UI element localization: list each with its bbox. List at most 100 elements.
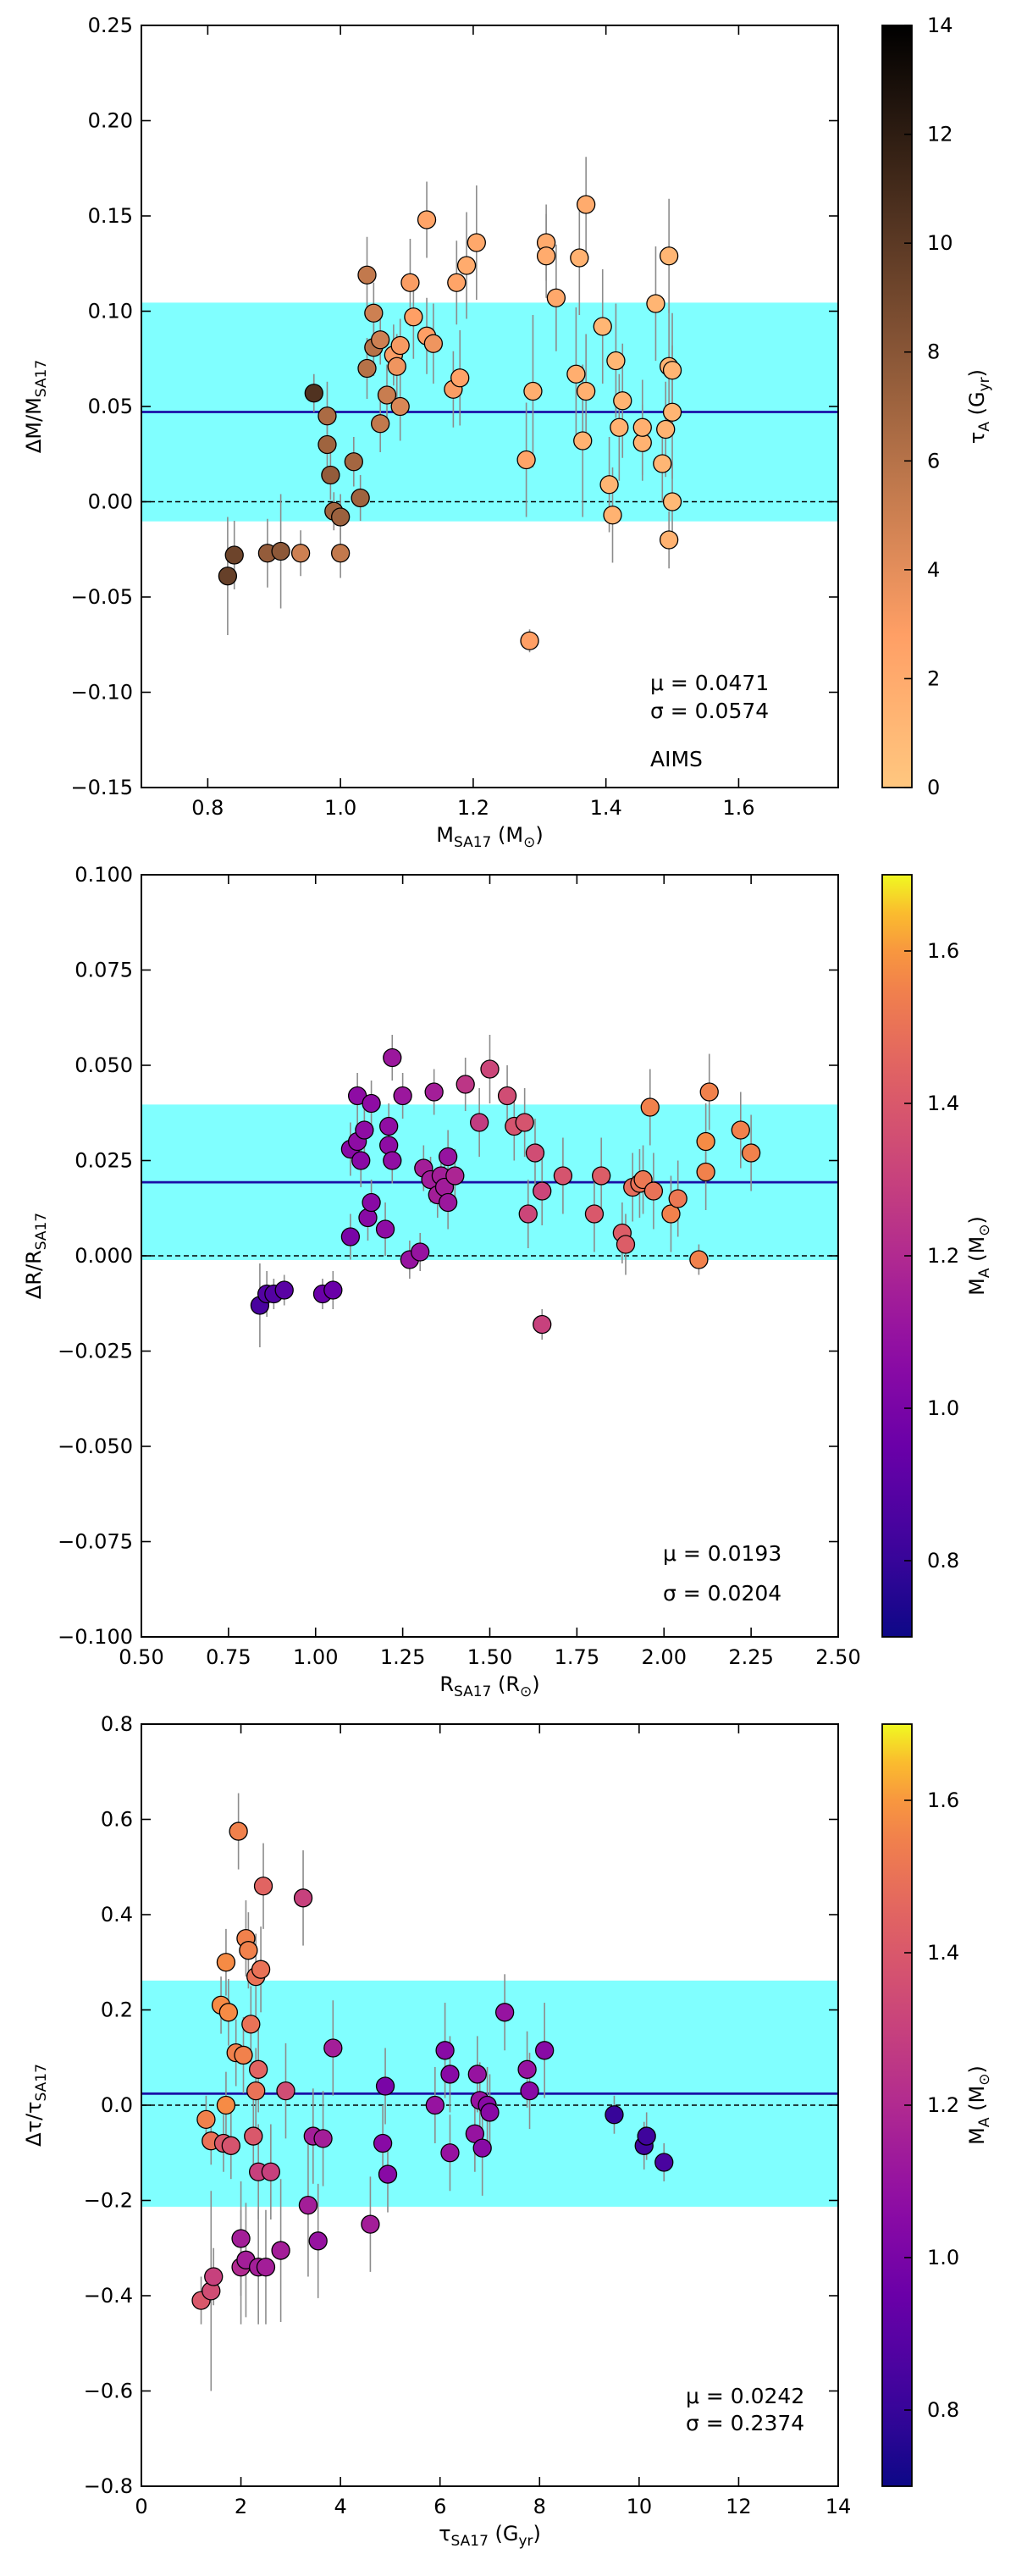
- data-point: [689, 1250, 709, 1269]
- data-point: [362, 1192, 381, 1213]
- data-point: [599, 475, 619, 495]
- label-subscript: A: [976, 2117, 993, 2127]
- label-part: ): [965, 2065, 989, 2073]
- x-tick-label: 6: [433, 2495, 446, 2518]
- data-point: [323, 1280, 343, 1300]
- y-axis-label: ΔM/MSA17: [22, 360, 50, 453]
- panel-3: 0 2 4 6 8 10 12 14 −0.8 −0.6 −0.4 −0.2 0.0 0.2 0.4 0.6 0…: [22, 1712, 993, 2550]
- data-point: [741, 1143, 761, 1163]
- y-tick-label: 0.4: [101, 1903, 133, 1926]
- x-axis-label: RSA17 (R⊙): [439, 1672, 539, 1700]
- x-tick-label: 2: [235, 2495, 247, 2518]
- data-point: [417, 210, 437, 229]
- data-point: [525, 1143, 545, 1163]
- data-point: [606, 351, 626, 371]
- x-tick-label: 2.50: [815, 1645, 860, 1669]
- data-point: [234, 2045, 253, 2065]
- plot-area: [141, 1793, 838, 2391]
- label-part: (G: [489, 2522, 519, 2546]
- data-point: [424, 1082, 444, 1102]
- data-point: [330, 544, 351, 563]
- data-point: [605, 2105, 624, 2125]
- sigma-annotation: σ = 0.2374: [686, 2411, 804, 2435]
- colorbar-tick-label: 14: [927, 14, 953, 37]
- data-point: [318, 406, 337, 426]
- data-point: [523, 381, 543, 401]
- colorbar-tick-label: 8: [927, 340, 940, 364]
- colorbar-tick-label: 1.6: [927, 939, 959, 963]
- colorbar-tick-label: 4: [927, 558, 940, 582]
- sigma-annotation: σ = 0.0574: [650, 699, 769, 723]
- x-tick-label: 1.50: [467, 1645, 512, 1669]
- y-tick-label: −0.6: [84, 2380, 133, 2403]
- data-point: [383, 1048, 402, 1068]
- y-tick-label: −0.05: [70, 585, 133, 609]
- sigma-annotation: σ = 0.0204: [663, 1581, 781, 1606]
- data-point: [472, 2138, 492, 2158]
- data-point: [378, 2164, 398, 2184]
- data-point: [361, 2214, 380, 2234]
- data-point: [516, 450, 536, 470]
- data-point: [654, 2153, 674, 2172]
- data-point: [659, 530, 679, 550]
- data-point: [662, 402, 682, 422]
- data-point: [330, 507, 351, 527]
- x-tick-label: 0.8: [191, 796, 224, 820]
- colorbar-tick-label: 1.6: [927, 1788, 959, 1812]
- data-point: [383, 1151, 402, 1170]
- data-point: [535, 2041, 555, 2060]
- data-point: [613, 391, 632, 411]
- data-point: [440, 2143, 460, 2163]
- data-point: [440, 2065, 460, 2084]
- data-point: [637, 2126, 656, 2146]
- data-point: [390, 335, 410, 356]
- data-point: [659, 246, 679, 266]
- panel-2: 0.50 0.75 1.00 1.25 1.50 1.75 2.00 2.25 2.50 −0.1…: [22, 863, 993, 1700]
- data-point: [216, 1953, 236, 1972]
- data-point: [231, 2229, 251, 2248]
- panel-1: 0.8 1.0 1.2 1.4 1.6 −0.15 −0.10 −0.05 0.00 0.05 0.…: [22, 14, 993, 851]
- x-tick-label: 1.00: [293, 1645, 338, 1669]
- x-tick-label: 1.75: [555, 1645, 599, 1669]
- data-point: [344, 452, 363, 472]
- x-tick-label: 1.25: [380, 1645, 425, 1669]
- label-part: R: [439, 1672, 454, 1696]
- x-tick-label: 2.25: [728, 1645, 773, 1669]
- x-tick-label: 4: [334, 2495, 347, 2518]
- mean-annotation: μ = 0.0471: [650, 671, 769, 695]
- label-subscript: SA17: [454, 1683, 491, 1700]
- x-tick-label: 0.50: [119, 1645, 163, 1669]
- y-tick-label: 0.25: [88, 14, 133, 37]
- label-part: ): [533, 2522, 541, 2546]
- label-part: τ: [965, 432, 989, 444]
- data-point: [533, 1314, 552, 1335]
- data-point: [480, 1059, 500, 1079]
- label-subscript: SA17: [454, 834, 491, 851]
- data-point: [573, 431, 593, 451]
- y-tick-label: −0.100: [58, 1625, 133, 1649]
- data-point: [520, 631, 539, 650]
- y-tick-label: 0.8: [101, 1712, 133, 1736]
- label-subscript: yr: [518, 2533, 533, 2550]
- label-part: ): [532, 1672, 539, 1696]
- x-tick-label: 0.75: [206, 1645, 251, 1669]
- data-point: [241, 2015, 261, 2034]
- x-tick-label: 0: [135, 2495, 147, 2518]
- colorbar-tick-label: 1.2: [927, 2093, 959, 2117]
- data-point: [351, 488, 370, 508]
- data-point: [400, 273, 420, 292]
- data-point: [318, 434, 337, 455]
- data-point: [577, 195, 596, 214]
- x-axis-label: τSA17 (Gyr): [439, 2522, 541, 2550]
- data-point: [438, 1192, 458, 1213]
- label-part: (M: [965, 1236, 989, 1269]
- data-point: [610, 417, 629, 437]
- data-point: [218, 2003, 239, 2022]
- data-point: [566, 364, 586, 384]
- y-tick-label: 0.075: [75, 959, 133, 982]
- data-point: [246, 2081, 266, 2101]
- label-part: ΔR/R: [22, 1250, 46, 1299]
- data-point: [351, 1151, 371, 1170]
- data-point: [696, 1131, 715, 1152]
- colorbar-tick-label: 0.8: [927, 1549, 959, 1573]
